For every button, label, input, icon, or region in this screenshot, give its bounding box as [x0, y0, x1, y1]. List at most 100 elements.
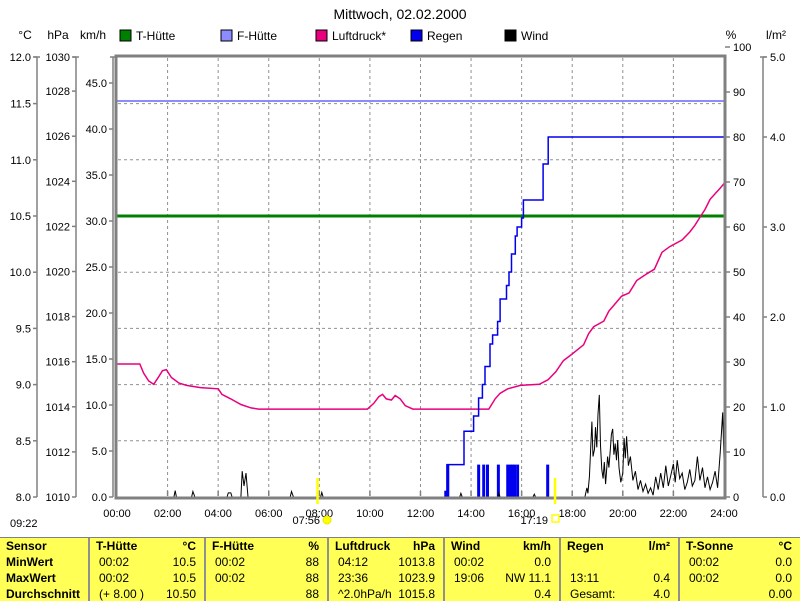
table-cell-value: 10.5 [172, 555, 196, 569]
axis-tick-label: 1.0 [770, 402, 785, 414]
rain-bar [516, 464, 520, 497]
weather-chart: Mittwoch, 02.02.2000 T-Hütte F-Hütte Luf… [10, 6, 786, 530]
table-col-regen: Regen l/m² 13:11 0.4 Gesamt: 4.0 [559, 538, 678, 601]
series-line-regen [445, 136, 724, 498]
sunrise-sun-icon [322, 515, 332, 525]
axis-hpa: 1030 1028 1026 1024 1022 1020 1018 1016 1014 1012… [46, 52, 79, 504]
table-cell-value: 0.4 [534, 587, 551, 601]
x-tick-label: 22:00 [660, 508, 688, 520]
axis-unit-kmh: km/h [80, 28, 106, 42]
legend-label-t-huette: T-Hütte [136, 29, 176, 43]
axis-tick-label: 20 [733, 402, 745, 414]
table-row-label: MaxWert [6, 571, 56, 585]
axis-tick-label: 60 [733, 222, 745, 234]
table-cell-value: 0.0 [534, 555, 551, 569]
rain-bar [444, 490, 448, 497]
axis-tick-label: 9.0 [16, 380, 31, 392]
legend-swatch-t-huette [119, 29, 132, 42]
table-cell: 00:02 10.5 [90, 555, 204, 570]
series-line-wind [117, 394, 724, 498]
sunset-time-label: 17:19 [520, 515, 548, 527]
table-cell: 00:02 0.0 [680, 571, 800, 586]
axis-tick-label: 12.0 [10, 52, 31, 64]
axis-tick-label: 8.0 [16, 492, 31, 504]
table-cell-value: 10.5 [172, 571, 196, 585]
legend-label-regen: Regen [427, 29, 462, 43]
axis-tick-label: 40 [733, 312, 745, 324]
axis-tick-label: 0.0 [770, 492, 785, 504]
table-cell-time: 00:02 [215, 571, 246, 585]
table-cell-time: 00:02 [215, 555, 246, 569]
axis-km-h: 45.0 40.0 35.0 30.0 25.0 20.0 15.0 10.0 5.0 0.0 [86, 56, 116, 504]
x-tick-label: 24:00 [710, 508, 738, 520]
axis-tick-label: 15.0 [86, 354, 107, 366]
table-cell: 04:12 1013.8 [329, 555, 443, 570]
table-cell-value: 1015.8 [398, 587, 435, 601]
axis-l-m: 5.0 4.0 3.0 2.0 1.0 0.0 [760, 52, 785, 504]
axis-tick-label: 2.0 [770, 312, 785, 324]
table-cell-value: 4.0 [653, 587, 670, 601]
table-cell: 13:11 0.4 [561, 571, 678, 586]
axis-tick-label: 9.5 [16, 323, 31, 335]
sunset-sun-icon [551, 514, 560, 523]
table-cell-value: 88 [305, 587, 319, 601]
axis-tick-label: 11.0 [10, 155, 31, 167]
axis-tick-label: 1018 [46, 312, 70, 324]
legend-label-wind: Wind [521, 29, 548, 43]
rain-bar [485, 464, 489, 497]
table-cell-time: 13:11 [570, 571, 600, 585]
gridlines [118, 58, 723, 496]
table-cell-time: 04:12 [338, 555, 369, 569]
x-tick-label: 06:00 [255, 508, 283, 520]
axis-tick-label: 10.0 [86, 400, 107, 412]
axis-tick-label: 25.0 [86, 262, 107, 274]
table-cell-time: 00:02 [99, 555, 130, 569]
plot-border [114, 54, 727, 500]
axis-tick-label: 11.5 [10, 99, 31, 111]
table-col-name: Regen [567, 539, 604, 553]
rain-bar [446, 464, 450, 497]
table-cell-value: 10.50 [165, 587, 196, 601]
table-col-t-h-tte: T-Hütte °C 00:02 10.5 00:02 10.5 (+ 8.00 ) 10.5… [88, 538, 204, 601]
table-col-name: T-Sonne [686, 539, 734, 553]
x-tick-label: 16:00 [508, 508, 536, 520]
table-cell-value: 0.4 [653, 571, 670, 585]
legend-label-luftdruck: Luftdruck* [332, 29, 386, 43]
table-col-unit: °C [182, 539, 196, 553]
table-col-unit: hPa [412, 539, 435, 553]
axis-tick-label: 1026 [46, 131, 70, 143]
axis-tick-label: 35.0 [86, 170, 107, 182]
table-cell-time: 00:02 [689, 555, 720, 569]
table-cell-time: Gesamt: [570, 587, 616, 601]
axis-tick-label: 45.0 [86, 78, 107, 90]
axis-tick-label: 1022 [46, 221, 70, 233]
table-cell: 00:02 10.5 [90, 571, 204, 586]
x-tick-label: 00:00 [103, 508, 131, 520]
axis-tick-label: 8.5 [16, 436, 31, 448]
axis-tick-label: 5.0 [92, 446, 107, 458]
table-col-wind: Wind km/h 00:02 0.0 19:06 NW 11.1 0.4 [443, 538, 559, 601]
table-cell: 00:02 88 [206, 571, 327, 586]
axis-tick-label: 0.0 [92, 492, 107, 504]
table-cell-time: ^2.0hPa/h [338, 587, 392, 601]
table-cell-value: 0.0 [775, 555, 792, 569]
table-col-name: T-Hütte [96, 539, 138, 553]
table-cell-value: NW 11.1 [505, 571, 551, 585]
axis-tick-label: 1016 [46, 357, 70, 369]
axis-tick-label: 80 [733, 132, 745, 144]
series-line-luftdruck [117, 183, 724, 410]
table-col-unit: % [308, 539, 319, 553]
table-cell: (+ 8.00 ) 10.50 [90, 587, 204, 601]
axis-tick-label: 1030 [46, 52, 70, 64]
table-cell-time: 00:02 [454, 555, 485, 569]
axis-c: 12.0 11.5 11.0 10.5 10.0 9.5 9.0 8.5 8.0 [10, 52, 40, 504]
legend-swatch-wind [504, 29, 517, 42]
table-cell-value: 1023.9 [398, 571, 435, 585]
x-tick-label: 04:00 [204, 508, 232, 520]
table-col-t-sonne: T-Sonne °C 00:02 0.0 00:02 0.0 0.00 [678, 538, 800, 601]
table-cell-value: 88 [305, 571, 319, 585]
rain-bar [511, 464, 515, 497]
axis-tick-label: 4.0 [770, 132, 785, 144]
axis-tick-label: 20.0 [86, 308, 107, 320]
